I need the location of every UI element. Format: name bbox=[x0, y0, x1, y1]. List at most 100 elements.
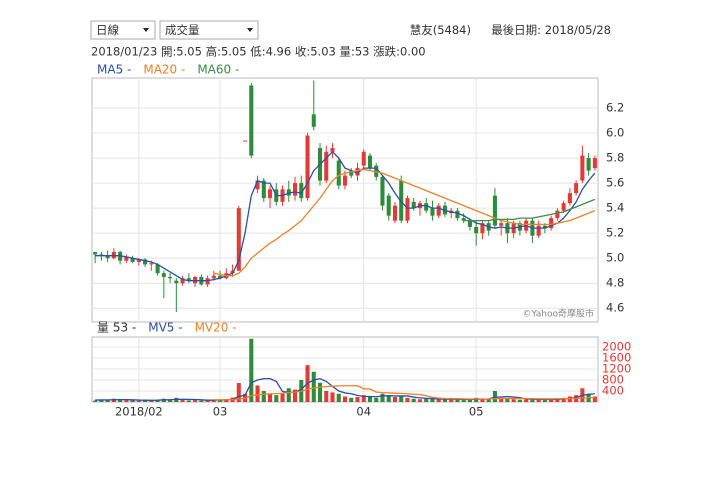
volume-bar bbox=[592, 396, 597, 402]
volume-bar bbox=[367, 396, 373, 402]
candle-body bbox=[330, 148, 335, 152]
candle-body bbox=[268, 189, 273, 199]
candle-body bbox=[243, 140, 248, 142]
last-date: 最後日期: 2018/05/28 bbox=[491, 23, 611, 37]
y-tick-label: 6.2 bbox=[606, 101, 624, 115]
select-arrow[interactable] bbox=[143, 28, 149, 32]
volume-bar bbox=[280, 393, 285, 402]
candle-body bbox=[143, 259, 148, 265]
candle-body bbox=[361, 151, 366, 166]
y-tick-label: 6.0 bbox=[606, 126, 624, 140]
candle-body bbox=[218, 275, 223, 279]
candle-body bbox=[342, 175, 348, 186]
volume-bar bbox=[424, 398, 429, 402]
candle-body bbox=[336, 160, 341, 186]
candle-body bbox=[136, 259, 141, 262]
candle-body bbox=[424, 203, 429, 211]
interval-select[interactable]: 日線 bbox=[90, 20, 156, 40]
volume-bar bbox=[311, 371, 316, 402]
volume-bar bbox=[392, 397, 398, 402]
y-tick-label: 5.4 bbox=[606, 201, 624, 215]
volume-bar bbox=[330, 392, 335, 402]
volume-bar bbox=[255, 385, 260, 402]
candle-body bbox=[211, 275, 216, 279]
candle-body bbox=[411, 201, 416, 209]
select-text[interactable]: 成交量 bbox=[165, 23, 200, 37]
candle-body bbox=[186, 278, 191, 281]
y-tick-label: 4.6 bbox=[606, 301, 624, 315]
indicator-select[interactable]: 成交量 bbox=[159, 20, 259, 40]
volume-bar bbox=[324, 391, 329, 402]
volume-bar bbox=[436, 399, 441, 402]
candle-body bbox=[168, 276, 173, 279]
volume-bar bbox=[374, 397, 379, 402]
select-box[interactable] bbox=[90, 20, 156, 40]
ma-line bbox=[95, 150, 596, 282]
volume-bar bbox=[542, 400, 547, 402]
select-box[interactable] bbox=[159, 20, 259, 40]
candle-body bbox=[305, 135, 310, 199]
volume-bar bbox=[461, 400, 466, 402]
volume-bar bbox=[118, 399, 123, 402]
volume-bar bbox=[486, 399, 491, 402]
ma-line bbox=[95, 377, 595, 401]
quote-info: 2018/01/23 開:5.05 高:5.05 低:4.96 收:5.03 量… bbox=[91, 45, 426, 59]
volume-bar bbox=[99, 400, 104, 402]
y-tick-label: 1600 bbox=[602, 351, 631, 365]
candle-body bbox=[555, 210, 560, 219]
volume-bar bbox=[336, 393, 341, 402]
legend-entry: MA5 - bbox=[97, 63, 131, 77]
volume-bar bbox=[355, 397, 360, 402]
volume-bar bbox=[136, 400, 141, 402]
candle-body bbox=[592, 158, 597, 169]
y-tick-label: 4.8 bbox=[606, 276, 624, 290]
x-tick-label: 2018/02 bbox=[115, 405, 163, 419]
volume-bar bbox=[286, 388, 291, 402]
price-frame bbox=[91, 77, 599, 323]
candle-body bbox=[367, 155, 373, 169]
candle-body bbox=[405, 198, 410, 221]
volume-bar bbox=[193, 400, 198, 402]
y-tick-label: 800 bbox=[602, 373, 624, 387]
y-tick-label: 5.0 bbox=[606, 251, 624, 265]
volume-bar bbox=[124, 400, 129, 402]
y-tick-label: 5.8 bbox=[606, 151, 624, 165]
ma-line bbox=[213, 384, 595, 401]
volume-bar bbox=[199, 400, 204, 402]
x-tick-label: 04 bbox=[356, 405, 371, 419]
candle-body bbox=[567, 193, 572, 204]
candle-body bbox=[174, 280, 179, 284]
volume-bar bbox=[292, 389, 298, 402]
y-tick-label: 5.6 bbox=[606, 176, 624, 190]
y-tick-label: 400 bbox=[602, 384, 624, 398]
x-tick-label: 05 bbox=[469, 405, 484, 419]
candle-body bbox=[542, 225, 547, 229]
volume-bar bbox=[455, 399, 460, 402]
candle-body bbox=[386, 195, 391, 216]
stock-name: 慧友(5484) bbox=[410, 23, 471, 37]
candle-body bbox=[467, 220, 472, 227]
volume-bar bbox=[511, 399, 516, 402]
volume-bar bbox=[480, 398, 485, 402]
volume-bar bbox=[130, 400, 135, 402]
volume-bar bbox=[93, 400, 98, 402]
volume-bar bbox=[524, 399, 529, 402]
candle-body bbox=[161, 273, 166, 277]
candle-body bbox=[549, 218, 554, 229]
volume-bar bbox=[555, 398, 560, 402]
ma-line bbox=[463, 198, 596, 222]
volume-bar bbox=[317, 382, 323, 402]
volume-bar bbox=[186, 400, 191, 402]
y-tick-label: 2000 bbox=[602, 340, 631, 354]
volume-bar bbox=[405, 397, 410, 402]
legend-entry: MA60 - bbox=[197, 63, 239, 77]
select-arrow[interactable] bbox=[247, 28, 253, 32]
volume-bar bbox=[411, 398, 416, 402]
volume-bar bbox=[168, 400, 173, 402]
volume-bar bbox=[380, 393, 385, 402]
select-text[interactable]: 日線 bbox=[96, 23, 119, 37]
volume-bar bbox=[386, 395, 391, 402]
candle-body bbox=[255, 180, 260, 190]
candle-body bbox=[561, 203, 566, 211]
